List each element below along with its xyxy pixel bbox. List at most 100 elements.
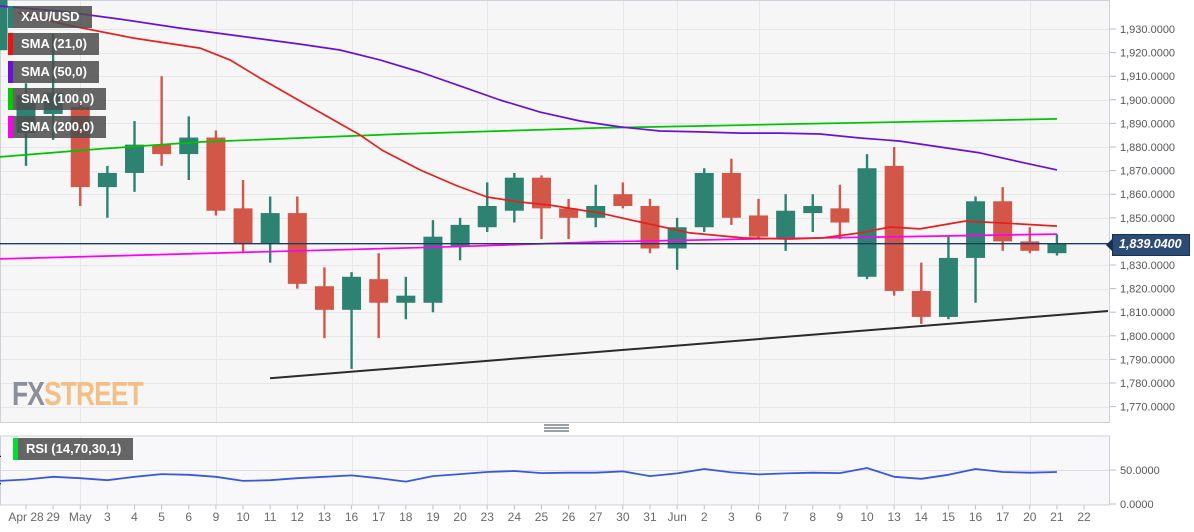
time-axis[interactable]: Apr 28 29 May 3 4 5 6 9 10 11 12 13 16 17 18 19 20 23 24 25… (8, 505, 1091, 525)
candle-body (721, 172, 741, 218)
rsi-line (0, 467, 1057, 483)
legend-item-xauusd[interactable]: XAU/USD (8, 6, 92, 28)
legend-item-sma21[interactable]: SMA (21,0) (8, 33, 99, 55)
time-axis-label: Jun (667, 510, 686, 524)
candle-body (884, 165, 904, 291)
time-axis-label: 17 (996, 510, 1010, 524)
candle-body (396, 295, 416, 303)
candle-body (966, 201, 986, 258)
time-axis-label: 15 (942, 510, 956, 524)
candle-body (179, 137, 199, 155)
trendline[interactable] (269, 310, 1109, 380)
candle[interactable] (884, 147, 904, 296)
candle[interactable] (125, 121, 145, 192)
candle-body (694, 172, 714, 228)
time-axis-label: 13 (318, 510, 332, 524)
candle[interactable] (803, 194, 823, 232)
candle[interactable] (423, 220, 443, 313)
candle[interactable] (477, 182, 497, 232)
candle[interactable] (911, 262, 931, 324)
candle[interactable] (314, 267, 334, 339)
candle[interactable] (97, 165, 117, 218)
fxstreet-watermark-fx: FX (12, 376, 45, 413)
candle-body (477, 206, 497, 228)
candle-body (613, 194, 633, 206)
time-axis-label: 11 (264, 510, 277, 524)
xauusd-legend-label: XAU/USD (21, 9, 80, 24)
sma21-legend-label: SMA (21,0) (21, 36, 87, 51)
time-axis-label: 21 (1050, 510, 1064, 524)
sma50-legend-label: SMA (50,0) (21, 64, 87, 79)
main-pane[interactable] (0, 0, 1110, 423)
price-axis-label: 1,770.0000 (1120, 402, 1175, 414)
candle-body (938, 257, 958, 317)
candle-body (369, 279, 389, 303)
time-axis-label: 10 (236, 510, 250, 524)
candle[interactable] (0, 0, 8, 57)
main-plot-layer (0, 0, 1110, 380)
candle[interactable] (369, 253, 389, 339)
rsi-axis-label: 50.0000 (1120, 465, 1160, 477)
candle[interactable] (776, 194, 796, 251)
last-price-badge: 1,839.0400 (1106, 234, 1190, 256)
price-axis-label: 1,910.0000 (1120, 71, 1175, 83)
candle[interactable] (830, 184, 850, 240)
candle[interactable] (857, 154, 877, 280)
legend-item-sma50[interactable]: SMA (50,0) (8, 61, 99, 83)
time-axis-label: 10 (860, 510, 874, 524)
time-axis-label: 16 (345, 510, 359, 524)
candle[interactable] (450, 217, 470, 261)
candle[interactable] (993, 187, 1013, 251)
time-axis-label: May (69, 510, 92, 524)
time-axis-label: 4 (131, 510, 138, 524)
candle[interactable] (1047, 234, 1067, 256)
candle[interactable] (938, 236, 958, 320)
candle[interactable] (613, 182, 633, 209)
price-axis-label: 1,870.0000 (1120, 166, 1175, 178)
time-axis-label: 22 (1077, 510, 1091, 524)
candle[interactable] (152, 76, 172, 166)
price-axis-label: 1,860.0000 (1120, 189, 1175, 201)
candle-body (857, 168, 877, 277)
candle[interactable] (559, 198, 579, 240)
pane-resize-handle[interactable] (544, 424, 569, 432)
price-axis-label: 1,810.0000 (1120, 307, 1175, 319)
legend-item-rsi[interactable]: RSI (14,70,30,1) (13, 438, 134, 460)
candle[interactable] (531, 175, 551, 240)
sma100-legend-label: SMA (100,0) (21, 91, 95, 106)
time-axis-label: 31 (643, 510, 657, 524)
candle[interactable] (287, 196, 307, 289)
legend-item-sma100[interactable]: SMA (100,0) (8, 88, 107, 110)
time-axis-label: 9 (213, 510, 220, 524)
candle[interactable] (396, 276, 416, 320)
candle-body (450, 224, 470, 247)
time-axis-label: 16 (969, 510, 983, 524)
candle[interactable] (694, 168, 714, 232)
candle-body (152, 144, 172, 155)
candle-body (559, 208, 579, 218)
candle[interactable] (749, 198, 769, 240)
candle-body (993, 201, 1013, 242)
time-axis-label: Apr 28 (8, 510, 44, 524)
price-axis[interactable]: 1,930.0000 1,920.0000 1,910.0000 1,900.0000… (1110, 24, 1175, 511)
candle[interactable] (721, 158, 741, 225)
fxstreet-watermark-street: STREET (43, 376, 144, 413)
candle-body (206, 137, 226, 211)
candle[interactable] (342, 272, 362, 369)
sma100-line (0, 118, 1058, 158)
legend-item-sma200[interactable]: SMA (200,0) (8, 116, 107, 138)
candle[interactable] (233, 180, 253, 254)
price-axis-label: 1,880.0000 (1120, 142, 1175, 154)
time-axis-label: 9 (837, 510, 844, 524)
candle-body (803, 206, 823, 214)
xauusd-color-strip (8, 6, 13, 28)
sma100-color-strip (8, 88, 13, 110)
candle[interactable] (1020, 227, 1040, 254)
time-axis-label: 12 (291, 510, 305, 524)
candle-body (287, 213, 307, 284)
time-axis-label: 17 (372, 510, 386, 524)
candle[interactable] (206, 130, 226, 216)
time-axis-label: 14 (915, 510, 929, 524)
